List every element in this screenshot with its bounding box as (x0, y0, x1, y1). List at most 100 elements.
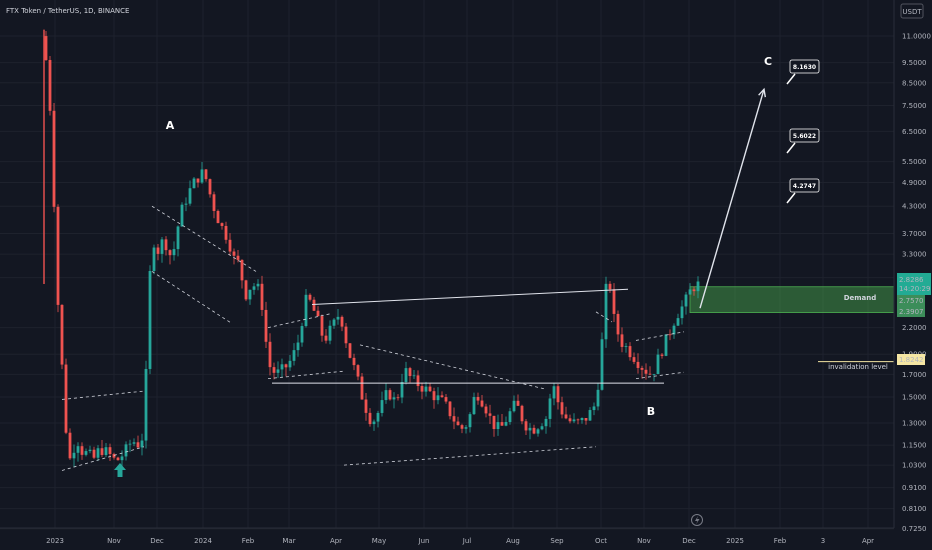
countdown-value: 14:20:29 (899, 285, 930, 293)
candle-down (272, 367, 276, 373)
projection-arrow-line (699, 89, 765, 309)
time-tick-label: Apr (862, 537, 874, 545)
candle-up (336, 316, 340, 320)
candle-down (668, 334, 672, 336)
candle-up (176, 226, 180, 250)
candle-down (516, 400, 520, 406)
candle-up (664, 334, 668, 356)
solid-trendline (311, 288, 629, 305)
candle-down (308, 294, 312, 300)
candle-up (600, 339, 604, 390)
candle-down (204, 169, 208, 180)
price-tick-label: 0.8100 (902, 505, 927, 513)
candle-up (160, 239, 164, 254)
dashed-trendline (151, 271, 233, 324)
candle-down (196, 178, 200, 183)
candle-down (628, 346, 632, 358)
currency-label: USDT (902, 8, 922, 16)
candle-down (284, 364, 288, 368)
up-arrow-icon (114, 463, 126, 477)
candle-up (152, 247, 156, 271)
invalidation-value: 1.8242 (899, 356, 924, 364)
price-tick-label: 8.5000 (902, 79, 927, 87)
candle-down (56, 206, 60, 305)
candle-up (128, 443, 132, 445)
time-tick-label: Nov (637, 537, 651, 545)
time-tick-label: Dec (682, 537, 696, 545)
candle-down (444, 397, 448, 402)
price-tick-label: 7.5000 (902, 102, 927, 110)
candle-down (396, 397, 400, 399)
target-value-1: 4.2747 (793, 183, 816, 190)
wave-label-c: C (764, 55, 772, 68)
candle-up (256, 283, 260, 287)
candle-down (568, 418, 572, 422)
candle-down (636, 361, 640, 368)
zones (689, 286, 895, 363)
price-tick-label: 1.1500 (902, 442, 927, 450)
candle-down (448, 401, 452, 417)
price-tick-label: 3.3000 (902, 251, 927, 259)
time-tick-label: Jul (462, 537, 472, 545)
candle-up (252, 286, 256, 290)
candle-down (532, 427, 536, 434)
price-tick-label: 1.7000 (902, 371, 927, 379)
price-tick-label: 4.9000 (902, 179, 927, 187)
candle-up (384, 390, 388, 401)
candle-down (316, 310, 320, 317)
price-tick-label: 1.0300 (902, 462, 927, 470)
candle-up (180, 204, 184, 227)
invalidation-label: invalidation level (828, 363, 888, 371)
currency-box[interactable] (900, 3, 924, 19)
lightning-icon[interactable] (691, 514, 703, 526)
wave-label-b: B (647, 405, 655, 418)
candle-down (356, 365, 360, 377)
candle-down (484, 406, 488, 414)
candle-down (216, 210, 220, 224)
candle-up (548, 398, 552, 419)
candle-up (552, 386, 556, 399)
candle-up (652, 374, 656, 375)
candle-up (592, 406, 596, 411)
candle-up (76, 446, 80, 453)
candle-down (420, 386, 424, 392)
candle-up (536, 429, 540, 434)
dashed-trendline (61, 390, 145, 400)
time-tick-label: Feb (774, 537, 787, 545)
candle-down (52, 110, 56, 207)
time-axis[interactable]: 2023 Nov Dec 2024 Feb Mar Apr May Jun Jul Aug Sep Oc… (46, 537, 874, 545)
last-price-tag: 2.8286 14:20:29 (897, 273, 931, 295)
last-price-value: 2.8286 (899, 276, 924, 284)
candle-up (120, 456, 124, 461)
candle-up (508, 411, 512, 423)
candle-up (544, 418, 548, 427)
candle-down (500, 422, 504, 426)
price-tick-label: 4.3000 (902, 203, 927, 211)
target-callout-1: 4.2747 (786, 178, 820, 204)
candle-down (320, 316, 324, 336)
candle-up (304, 294, 308, 327)
dashed-trendline (635, 371, 685, 380)
candle-down (264, 309, 268, 342)
candle-up (624, 346, 628, 347)
candle-down (640, 367, 644, 370)
candle-down (488, 413, 492, 416)
candle-up (376, 412, 380, 422)
price-tick-label: 1.5000 (902, 394, 927, 402)
candle-down (232, 251, 236, 256)
candle-down (364, 399, 368, 413)
candle-down (80, 446, 84, 455)
time-tick-label: Jun (418, 537, 430, 545)
time-tick-label: Aug (506, 537, 520, 545)
candle-up (192, 178, 196, 189)
candle-up (684, 294, 688, 307)
candle-down (584, 418, 588, 421)
candle-up (400, 381, 404, 398)
candle-down (244, 280, 248, 300)
candle-up (496, 422, 500, 429)
price-tick-label: 0.9100 (902, 484, 927, 492)
candle-up (296, 342, 300, 351)
candle-down (452, 416, 456, 422)
invalidation-tag: 1.8242 (897, 354, 925, 365)
